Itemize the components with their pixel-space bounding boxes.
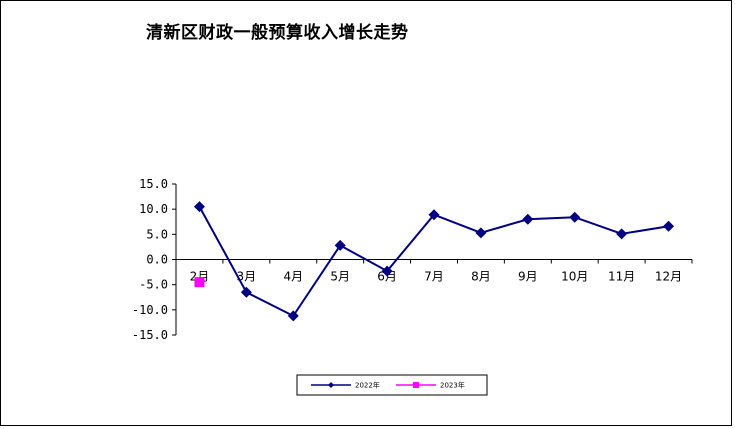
- data-point: [334, 239, 346, 251]
- data-point: [381, 265, 393, 277]
- data-point: [287, 310, 299, 322]
- legend-label: 2023年: [440, 381, 465, 390]
- legend-label: 2022年: [355, 381, 380, 390]
- x-tick-label: 12月: [655, 270, 682, 284]
- data-point: [428, 209, 440, 221]
- y-tick-label: 15.0: [139, 177, 168, 191]
- data-point: [522, 213, 534, 225]
- legend-swatch-marker: [413, 382, 419, 388]
- legend-swatch-marker: [328, 382, 334, 388]
- y-tick-label: -10.0: [132, 303, 168, 317]
- data-point: [240, 286, 252, 298]
- data-point: [194, 277, 205, 288]
- data-point: [663, 220, 675, 232]
- y-tick-label: -15.0: [132, 328, 168, 342]
- y-tick-label: -5.0: [139, 278, 168, 292]
- x-tick-label: 11月: [608, 270, 635, 284]
- legend-box: [296, 374, 488, 396]
- chart-title: 清新区财政一般预算收入增长走势: [146, 23, 409, 43]
- x-tick-label: 5月: [330, 270, 350, 284]
- data-point: [193, 201, 205, 213]
- data-point: [569, 211, 581, 223]
- x-tick-label: 9月: [518, 270, 538, 284]
- data-point: [616, 228, 628, 240]
- y-tick-label: 10.0: [139, 202, 168, 216]
- data-point: [475, 227, 487, 239]
- x-tick-label: 10月: [561, 270, 588, 284]
- y-tick-label: 5.0: [146, 227, 168, 241]
- y-tick-label: 0.0: [146, 253, 168, 267]
- x-tick-label: 4月: [283, 270, 303, 284]
- x-tick-label: 8月: [471, 270, 491, 284]
- x-tick-label: 7月: [424, 270, 444, 284]
- x-tick-label: 3月: [237, 270, 257, 284]
